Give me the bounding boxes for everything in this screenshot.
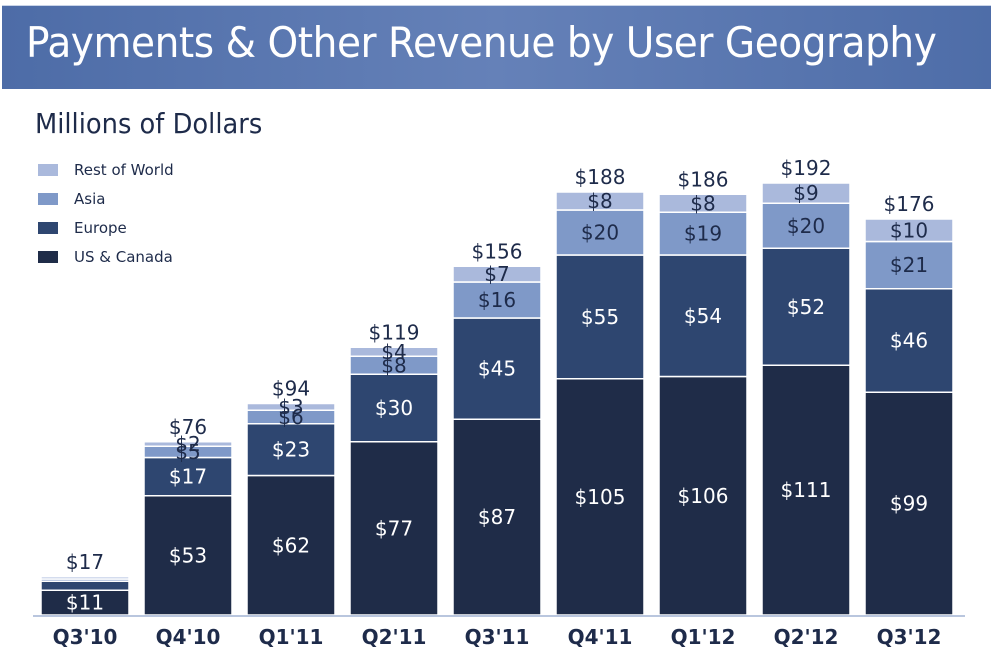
data-label-europe: $46	[890, 329, 928, 353]
x-tick-label: Q2'11	[362, 625, 427, 649]
total-label: $17	[66, 550, 104, 574]
x-tick-label: Q3'12	[877, 625, 942, 649]
bars-group	[40, 182, 954, 616]
data-label-us-canada: $87	[478, 505, 516, 529]
legend-swatch-rest-of-world	[38, 163, 58, 176]
bar-segment-europe-q4-10	[143, 456, 233, 497]
data-label-us-canada: $111	[781, 478, 832, 502]
bar-segment-europe-q2-11	[349, 373, 439, 443]
x-axis-ticks: Q3'10 Q4'10 Q1'11 Q2'11 Q3'11 Q4'11 Q1'12 Q2'12…	[53, 625, 942, 649]
data-label-europe: $55	[581, 305, 619, 329]
data-label-europe: $54	[684, 304, 722, 328]
legend-label: Rest of World	[74, 160, 174, 179]
data-label-rest-of-world: $3	[278, 395, 303, 419]
data-label-asia: $21	[890, 253, 928, 277]
legend-item-europe: Europe	[38, 213, 174, 242]
data-label-rest-of-world: $10	[890, 218, 928, 242]
total-label: $176	[884, 192, 935, 216]
legend-label: Europe	[74, 218, 127, 237]
data-label-rest-of-world: $7	[484, 262, 509, 286]
bar-segment-asia-q4-11	[555, 209, 645, 256]
total-label: $156	[472, 239, 523, 263]
data-label-us-canada: $77	[375, 516, 413, 540]
data-label-europe: $52	[787, 295, 825, 319]
x-tick-label: Q4'11	[568, 625, 633, 649]
legend-item-rest-of-world: Rest of World	[38, 155, 174, 184]
data-label-rest-of-world: $8	[690, 191, 715, 215]
bar-segment-asia-q1-12	[658, 211, 748, 256]
bar-segment-rest-of-world-q3-11	[452, 265, 542, 283]
data-label-europe: $17	[169, 465, 207, 489]
total-label: $119	[369, 320, 420, 344]
x-tick-label: Q2'12	[774, 625, 839, 649]
chart-title: Payments & Other Revenue by User Geograp…	[26, 18, 937, 67]
bar-segment-us-canada-q3-10	[40, 589, 130, 616]
data-label-rest-of-world: $8	[587, 189, 612, 213]
data-label-asia: $16	[478, 288, 516, 312]
total-label: $192	[781, 156, 832, 180]
data-label-rest-of-world: $2	[175, 432, 200, 456]
bar-segment-asia-q3-11	[452, 281, 542, 319]
bar-segment-us-canada-q1-11	[246, 474, 336, 616]
x-tick-label: Q1'12	[671, 625, 736, 649]
data-label-asia: $20	[787, 214, 825, 238]
bar-segment-rest-of-world-q3-10	[40, 576, 130, 580]
legend-item-asia: Asia	[38, 184, 174, 213]
bar-segment-rest-of-world-q4-11	[555, 191, 645, 211]
title-banner: Payments & Other Revenue by User Geograp…	[2, 5, 991, 89]
bar-segment-europe-q3-12	[864, 288, 954, 393]
data-label-europe: $45	[478, 357, 516, 381]
labels-group: $11$17 $53$17$5$2$76$62$23$6$3$94$77$30$8…	[66, 156, 935, 615]
data-label-asia: $20	[581, 221, 619, 245]
total-label: $76	[169, 415, 207, 439]
x-tick-label: Q4'10	[156, 625, 221, 649]
bar-segment-us-canada-q2-11	[349, 441, 439, 616]
legend-swatch-us-canada	[38, 250, 58, 263]
data-label-europe: $23	[272, 438, 310, 462]
legend-swatch-asia	[38, 192, 58, 205]
bar-segment-rest-of-world-q1-12	[658, 193, 748, 213]
bar-segment-asia-q2-12	[761, 202, 851, 249]
data-label-europe: $30	[375, 396, 413, 420]
legend-label: US & Canada	[74, 247, 173, 266]
total-label: $186	[678, 167, 729, 191]
bar-segment-rest-of-world-q2-11	[349, 346, 439, 357]
x-tick-label: Q3'11	[465, 625, 530, 649]
bar-segment-us-canada-q4-10	[143, 495, 233, 616]
total-label: $188	[575, 165, 626, 189]
x-tick-label: Q3'10	[53, 625, 118, 649]
data-label-asia: $6	[278, 405, 303, 429]
data-label-us-canada: $105	[575, 485, 626, 509]
data-label-asia: $19	[684, 222, 722, 246]
legend-swatch-europe	[38, 221, 58, 234]
bar-segment-europe-q2-12	[761, 247, 851, 366]
data-label-rest-of-world: $9	[793, 181, 818, 205]
bar-segment-rest-of-world-q3-12	[864, 218, 954, 243]
bar-segment-us-canada-q1-12	[658, 375, 748, 616]
legend-label: Asia	[74, 189, 106, 208]
total-label: $94	[272, 377, 310, 401]
x-tick-label: Q1'11	[259, 625, 324, 649]
data-label-us-canada: $99	[890, 492, 928, 516]
data-label-us-canada: $62	[272, 533, 310, 557]
bar-segment-us-canada-q4-11	[555, 378, 645, 616]
bar-segment-rest-of-world-q2-12	[761, 182, 851, 204]
bar-segment-rest-of-world-q4-10	[143, 441, 233, 447]
bar-segment-europe-q3-11	[452, 317, 542, 420]
bar-segment-rest-of-world-q1-11	[246, 402, 336, 411]
legend: Rest of World Asia Europe US & Canada	[38, 155, 174, 271]
chart-subtitle: Millions of Dollars	[35, 107, 263, 140]
legend-item-us-canada: US & Canada	[38, 242, 174, 271]
data-label-asia: $8	[381, 353, 406, 377]
data-label-rest-of-world: $4	[381, 340, 406, 364]
bar-segment-europe-q3-10	[40, 580, 130, 591]
data-label-us-canada: $11	[66, 591, 104, 615]
data-label-asia: $5	[175, 440, 200, 464]
data-label-us-canada: $53	[169, 543, 207, 567]
data-label-us-canada: $106	[678, 484, 729, 508]
